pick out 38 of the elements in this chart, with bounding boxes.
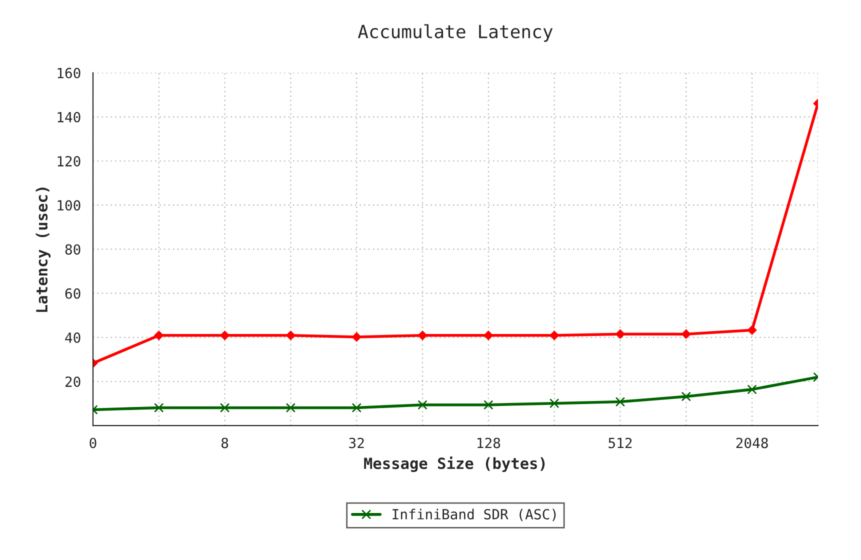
point <box>220 402 230 413</box>
y-axis-title: Latency (usec) <box>36 188 51 312</box>
point <box>615 396 626 407</box>
y-tick-label: 40 <box>65 332 80 343</box>
legend-label: InfiniBand SDR (ASC) <box>392 508 556 522</box>
x-tick-label: 32 <box>349 438 364 448</box>
x-tick-label: 0 <box>90 438 96 448</box>
point <box>616 329 625 339</box>
y-tick-label: 60 <box>65 288 80 299</box>
point <box>484 400 494 410</box>
point <box>418 400 428 410</box>
point <box>154 402 164 413</box>
point <box>682 329 691 339</box>
y-tick-label: 80 <box>65 244 80 255</box>
y-tick-label: 20 <box>65 376 80 388</box>
y-tick-label: 120 <box>58 156 80 167</box>
point <box>549 398 560 408</box>
point <box>550 330 559 340</box>
point <box>220 330 230 340</box>
y-tick-label: 100 <box>58 200 80 211</box>
point <box>681 392 691 402</box>
point <box>418 330 428 340</box>
point <box>286 402 296 413</box>
point <box>352 332 362 342</box>
x-tick-label: 2048 <box>736 438 768 448</box>
point <box>154 330 164 340</box>
y-tick-label: 140 <box>58 112 80 122</box>
y-tick-label: 160 <box>58 68 80 78</box>
point <box>747 326 757 335</box>
point <box>484 330 494 340</box>
point <box>352 402 362 413</box>
x-axis-title: Message Size (bytes) <box>364 456 545 472</box>
x-tick-label: 8 <box>222 438 228 448</box>
chart-title: Accumulate Latency <box>358 24 553 42</box>
point <box>747 384 757 394</box>
x-tick-label: 128 <box>478 438 500 448</box>
point <box>286 330 296 340</box>
x-tick-label: 512 <box>608 438 632 448</box>
